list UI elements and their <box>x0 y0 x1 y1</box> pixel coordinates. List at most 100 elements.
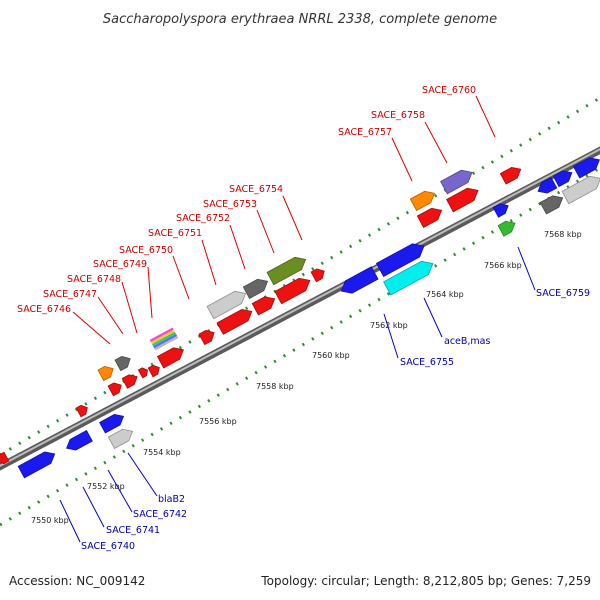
gene-label-sace-6749[interactable]: SACE_6749 <box>93 259 147 270</box>
upper-gene-labels: SACE_6746 SACE_6747 SACE_6748 SACE_6749 … <box>17 85 476 315</box>
gene-label-sace-6751[interactable]: SACE_6751 <box>148 228 202 239</box>
tick-label-7566: 7566 kbp <box>484 261 522 270</box>
gene-arrow-red-f[interactable] <box>310 266 327 283</box>
gene-arrow-red-h[interactable] <box>446 184 482 213</box>
leader-line <box>127 452 158 497</box>
leader-line <box>282 195 303 241</box>
gene-arrow-sace-6740[interactable] <box>17 448 58 479</box>
leader-line <box>475 95 496 138</box>
gene-arrow-red-a[interactable] <box>107 380 124 397</box>
tick-label-7554: 7554 kbp <box>143 448 181 457</box>
leader-line <box>424 121 448 164</box>
gene-arrow-blab2[interactable] <box>107 426 135 449</box>
gene-arrow-olive[interactable] <box>266 253 309 286</box>
gene-label-sace-6750[interactable]: SACE_6750 <box>119 245 173 256</box>
gene-arrow-blue-small[interactable] <box>492 201 511 218</box>
leader-line <box>383 313 399 359</box>
gene-label-sace-6740[interactable]: SACE_6740 <box>81 541 135 552</box>
gene-arrow-blue-d[interactable] <box>572 154 600 179</box>
gene-arrow-gray-a[interactable] <box>206 287 249 320</box>
tick-label-7558: 7558 kbp <box>256 382 294 391</box>
label-leader-lines <box>59 95 536 543</box>
gene-label-sace-6755[interactable]: SACE_6755 <box>400 357 454 368</box>
gene-label-aceb-mas[interactable]: aceB,mas <box>444 336 491 347</box>
gene-label-sace-6757[interactable]: SACE_6757 <box>338 127 392 138</box>
tick-label-7550: 7550 kbp <box>31 516 69 525</box>
gene-arrow-sace-6754[interactable] <box>274 274 313 305</box>
gene-arrow-sace-6751[interactable] <box>156 344 186 369</box>
gene-arrow-sace-6741[interactable] <box>64 429 93 454</box>
gene-label-sace-6758[interactable]: SACE_6758 <box>371 110 425 121</box>
tick-label-7562: 7562 kbp <box>370 321 408 330</box>
gene-arrow-sace-6752[interactable] <box>216 306 255 335</box>
leader-line <box>391 137 413 182</box>
gene-arrow-small-red[interactable] <box>75 403 90 418</box>
gene-label-sace-6754[interactable]: SACE_6754 <box>229 184 283 195</box>
leader-line <box>201 239 217 286</box>
gene-arrow-red-g[interactable] <box>416 205 444 228</box>
gene-label-sace-6742[interactable]: SACE_6742 <box>133 509 187 520</box>
leader-line <box>72 311 111 345</box>
gene-arrow-sace-6747[interactable] <box>114 353 133 372</box>
leader-line <box>229 224 246 270</box>
lower-gene-labels: SACE_6740 SACE_6741 SACE_6742 blaB2 SACE… <box>81 288 590 552</box>
gene-block-sace-6749-stripe[interactable] <box>152 331 176 347</box>
leader-line <box>172 255 190 300</box>
tick-label-7568: 7568 kbp <box>544 230 582 239</box>
leader-line <box>82 486 105 528</box>
gene-arrow-sace-6753[interactable] <box>251 293 278 316</box>
leader-line <box>121 281 138 334</box>
gene-arrow-blue-c[interactable] <box>552 167 575 188</box>
gene-features <box>0 154 600 479</box>
gene-arrow-gray-d[interactable] <box>561 172 600 205</box>
genome-summary-text: Topology: circular; Length: 8,212,805 bp… <box>260 574 591 588</box>
gene-arrow-gray-b[interactable] <box>242 276 270 299</box>
tick-label-7560: 7560 kbp <box>312 351 350 360</box>
gene-label-sace-6752[interactable]: SACE_6752 <box>176 213 230 224</box>
accession-text: Accession: NC_009142 <box>9 574 145 588</box>
gene-arrow-red-b[interactable] <box>121 372 140 389</box>
kbp-tick-labels: 7550 kbp 7552 kbp 7554 kbp 7556 kbp 7558… <box>31 230 582 525</box>
gene-arrow-sace-6759[interactable] <box>497 218 518 237</box>
genome-backbone <box>0 146 600 471</box>
gene-arrow-edge[interactable] <box>0 451 10 466</box>
gene-arrow-sace-6755-body[interactable] <box>338 266 379 297</box>
inner-tick-track <box>0 166 600 527</box>
leader-line <box>59 499 81 543</box>
gene-arrow-blue-b[interactable] <box>535 176 558 196</box>
tick-label-7564: 7564 kbp <box>426 290 464 299</box>
map-title: Saccharopolyspora erythraea NRRL 2338, c… <box>103 12 497 27</box>
tick-label-7552: 7552 kbp <box>87 482 125 491</box>
leader-line <box>517 246 536 291</box>
leader-line <box>97 296 124 335</box>
gene-arrow-red-c[interactable] <box>137 366 149 379</box>
gene-arrow-sace-6742[interactable] <box>99 411 127 434</box>
leader-line <box>107 469 133 513</box>
gene-arrow-gray-c[interactable] <box>539 192 566 215</box>
gene-block-sace-6749-stripe[interactable] <box>153 333 178 349</box>
gene-arrow-sace-6757[interactable] <box>409 188 437 211</box>
leader-line <box>147 266 153 319</box>
gene-block-sace-6749-stripe[interactable] <box>154 335 179 351</box>
gene-label-sace-6760[interactable]: SACE_6760 <box>422 85 476 96</box>
gene-arrow-red-e[interactable] <box>198 327 217 346</box>
gene-label-blab2[interactable]: blaB2 <box>158 494 185 505</box>
gene-arrow-red-d[interactable] <box>147 363 162 378</box>
gene-label-sace-6746[interactable]: SACE_6746 <box>17 304 71 315</box>
gene-label-sace-6741[interactable]: SACE_6741 <box>106 525 160 536</box>
leader-line <box>256 209 275 254</box>
gene-arrow-sace-6746[interactable] <box>97 363 116 382</box>
tick-label-7556: 7556 kbp <box>199 417 237 426</box>
gene-label-sace-6759[interactable]: SACE_6759 <box>536 288 590 299</box>
gene-label-sace-6748[interactable]: SACE_6748 <box>67 274 121 285</box>
gene-label-sace-6747[interactable]: SACE_6747 <box>43 289 97 300</box>
gene-block-sace-6749-stripe[interactable] <box>150 329 175 345</box>
gene-arrow-sace-6760[interactable] <box>499 164 523 185</box>
gene-arrow-sace-6758[interactable] <box>440 166 476 195</box>
gene-label-sace-6753[interactable]: SACE_6753 <box>203 199 257 210</box>
leader-line <box>423 297 443 338</box>
gene-arrow-blue-long[interactable] <box>375 239 427 278</box>
gene-arrow-aceb-mas[interactable] <box>383 257 437 296</box>
gene-block-sace-6749-stripe[interactable] <box>149 327 174 343</box>
